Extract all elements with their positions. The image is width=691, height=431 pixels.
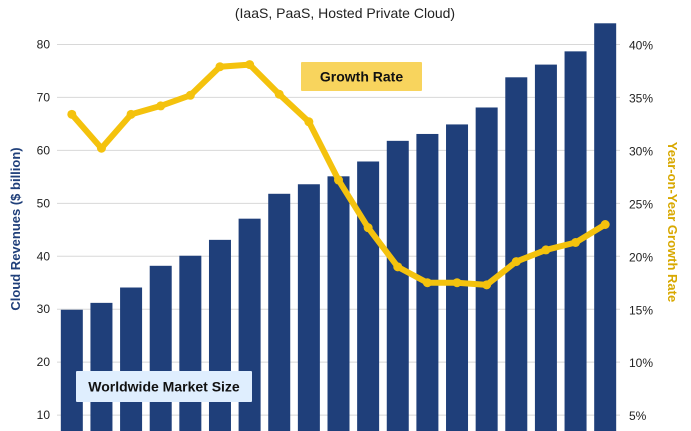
right-y-axis: 5% 10% 15% 20% 25% 30% 35% 40% [629, 39, 653, 424]
bar [208, 239, 231, 431]
left-tick-label: 20 [37, 355, 51, 369]
growth-rate-label-text: Growth Rate [320, 69, 403, 85]
bar [90, 302, 113, 431]
growth-point [304, 117, 314, 127]
right-tick-label: 25% [629, 197, 653, 211]
growth-point [422, 278, 432, 288]
right-tick-label: 5% [629, 409, 647, 423]
growth-rate-label-box [301, 62, 422, 91]
y2-axis-title: Year-on-Year Growth Rate [665, 142, 680, 302]
y-axis-title: Cloud Revenues ($ billion) [8, 147, 23, 310]
bar [446, 124, 469, 431]
growth-point [96, 143, 106, 153]
bar [357, 161, 380, 431]
bar [268, 193, 291, 431]
left-tick-label: 70 [37, 90, 51, 104]
bar [297, 184, 320, 431]
market-size-label-box [76, 371, 252, 402]
right-tick-label: 15% [629, 303, 653, 317]
growth-point [334, 175, 343, 185]
growth-point [215, 62, 225, 72]
right-tick-label: 10% [629, 356, 653, 370]
market-size-label: Worldwide Market Size [76, 371, 252, 402]
growth-point [571, 238, 581, 248]
left-tick-label: 60 [37, 143, 51, 157]
left-tick-label: 10 [37, 408, 51, 422]
bar [505, 77, 528, 431]
left-tick-label: 30 [37, 302, 51, 316]
chart-subtitle: (IaaS, PaaS, Hosted Private Cloud) [235, 5, 455, 21]
left-tick-label: 50 [37, 196, 51, 210]
growth-point [274, 89, 284, 99]
bar [327, 176, 350, 431]
bar [179, 255, 202, 431]
growth-point [156, 101, 166, 111]
growth-point [393, 262, 403, 272]
growth-point [452, 278, 462, 288]
growth-point [482, 280, 492, 290]
growth-point [67, 109, 77, 119]
growth-line-group [67, 60, 610, 290]
growth-point [126, 109, 136, 119]
right-tick-label: 20% [629, 250, 653, 264]
growth-point [245, 60, 255, 70]
market-size-label-text: Worldwide Market Size [88, 379, 240, 395]
growth-point [600, 220, 610, 229]
bar [120, 287, 143, 431]
growth-point [541, 245, 551, 255]
left-tick-label: 80 [37, 37, 51, 51]
growth-point [511, 257, 521, 267]
bar [475, 107, 498, 431]
bar [149, 265, 172, 431]
right-tick-label: 30% [629, 144, 653, 158]
right-tick-label: 40% [629, 39, 653, 53]
growth-point [363, 223, 373, 233]
left-tick-label: 40 [37, 249, 51, 263]
growth-rate-label: Growth Rate [301, 62, 422, 91]
bar [386, 140, 409, 431]
right-tick-label: 35% [629, 91, 653, 105]
growth-point [185, 90, 195, 100]
bar [60, 309, 83, 431]
